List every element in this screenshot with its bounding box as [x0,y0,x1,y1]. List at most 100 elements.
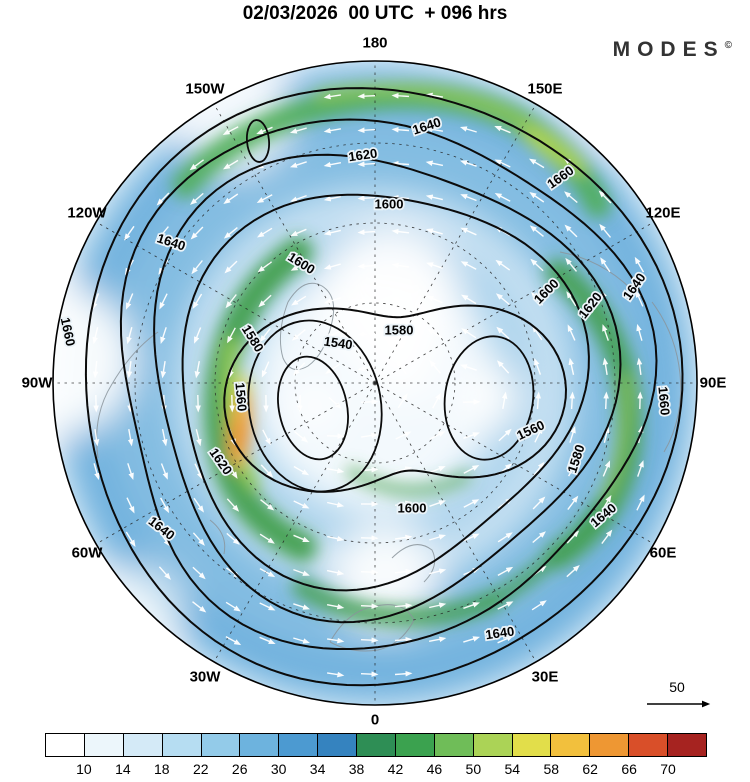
wind-arrow [460,194,477,202]
wind-arrow [460,261,477,270]
latitude-circle [214,222,536,544]
contour-label: 1600 [398,500,427,515]
wind-arrow [463,499,480,508]
wind-arrow [529,225,544,237]
wind-arrow [531,600,547,611]
colorbar-tick: 46 [426,761,443,777]
wind-arrow [567,324,576,341]
coastlines [96,251,682,652]
wind-arrow [93,428,100,447]
wind-arrow [602,324,609,341]
wind-arrow [193,497,204,513]
colorbar-cell [434,734,474,756]
wind-arrow [425,92,444,99]
wind-arrow [496,360,510,374]
colorbar-tick: 42 [387,761,404,777]
wind-arrow [222,159,239,170]
wind-arrow [567,460,578,477]
wind-arrow [225,601,241,612]
height-contour [84,87,684,687]
wind-arrow [460,294,477,305]
wind-arrow [192,566,206,580]
wind-arrow [496,326,510,340]
colorbar-cell [123,734,163,756]
wind-arrow [426,328,443,339]
colorbar-tick: 26 [231,761,248,777]
wind-arrow [533,461,545,476]
wind-arrow [192,601,207,613]
wind-arrow [159,531,171,547]
wind-arrow [192,532,205,546]
chart-title: 02/03/2026 00 UTC + 096 hrs [242,3,508,24]
wind-arrow [426,262,443,269]
colorbar-tick: 30 [270,761,287,777]
map-boundary-circle [52,60,698,706]
longitude-label-150E: 150E [527,80,563,98]
wind-arrow [425,228,443,235]
wind-arrow [602,460,611,477]
wind-arrow [225,635,242,646]
wind-arrow [262,429,271,446]
wind-arrow [360,432,379,439]
longitude-label-60E: 60E [649,544,677,562]
wind-arrow [566,564,580,578]
wind-arrow [289,161,307,168]
wind-arrow [293,568,310,576]
wind-arrow [391,126,410,133]
wind-arrow [325,363,341,374]
colorbar-cell [46,734,85,756]
wind-arrow [328,396,342,409]
wind-arrow [564,191,578,204]
colorbar-cell [590,734,630,756]
wind-arrow [326,569,345,576]
colorbar-cell [357,734,396,756]
wind-arrow [391,160,410,167]
wind-arrow [257,227,273,238]
wind-arrow [529,192,545,203]
wind-arrow [394,602,413,609]
wind-arrow [222,126,239,135]
wind-arrow [259,567,276,578]
colorbar-tick: 62 [582,761,598,777]
wind-arrow [432,392,441,409]
wind-arrow [394,500,413,507]
longitude-label-90E: 90E [699,374,727,392]
wind-arrow [360,603,379,609]
wind-arrow [290,262,307,271]
wind-arrow [394,568,413,575]
wind-arrow [429,500,446,507]
meridian-line [374,103,537,384]
wind-arrow [223,227,238,239]
wind-arrow [293,465,310,476]
colorbar-cell [512,734,552,756]
wind-arrow [194,463,203,480]
wind-arrow [603,391,609,410]
wind-arrow [463,533,480,542]
wind-arrow [224,260,238,274]
wind-arrow [497,635,514,644]
wind-arrow [326,637,345,644]
wind-arrow [127,463,134,481]
wind-arrow [227,463,238,479]
wind-arrow [192,293,203,310]
wind-arrow [194,360,201,379]
wind-arrow [360,569,379,575]
wind-arrow [497,532,513,543]
wind-arrow [460,227,477,236]
wind-arrow [259,602,276,611]
colorbar-tick: 54 [504,761,521,777]
wind-arrow [495,293,510,306]
wind-arrow [601,494,612,511]
wind-arrow [634,256,645,273]
wind-arrow [429,534,447,541]
wind-arrow [327,501,345,508]
wind-arrow [293,637,311,644]
latitude-circle [294,302,456,464]
wind-arrow [636,357,643,375]
longitude-label-60W: 60W [71,544,103,562]
wind-arrow [159,293,168,310]
colorbar-tick: 22 [192,761,209,777]
wind-arrow [425,160,444,167]
reference-arrow-icon [647,700,711,708]
wind-arrows-layer [92,92,645,678]
